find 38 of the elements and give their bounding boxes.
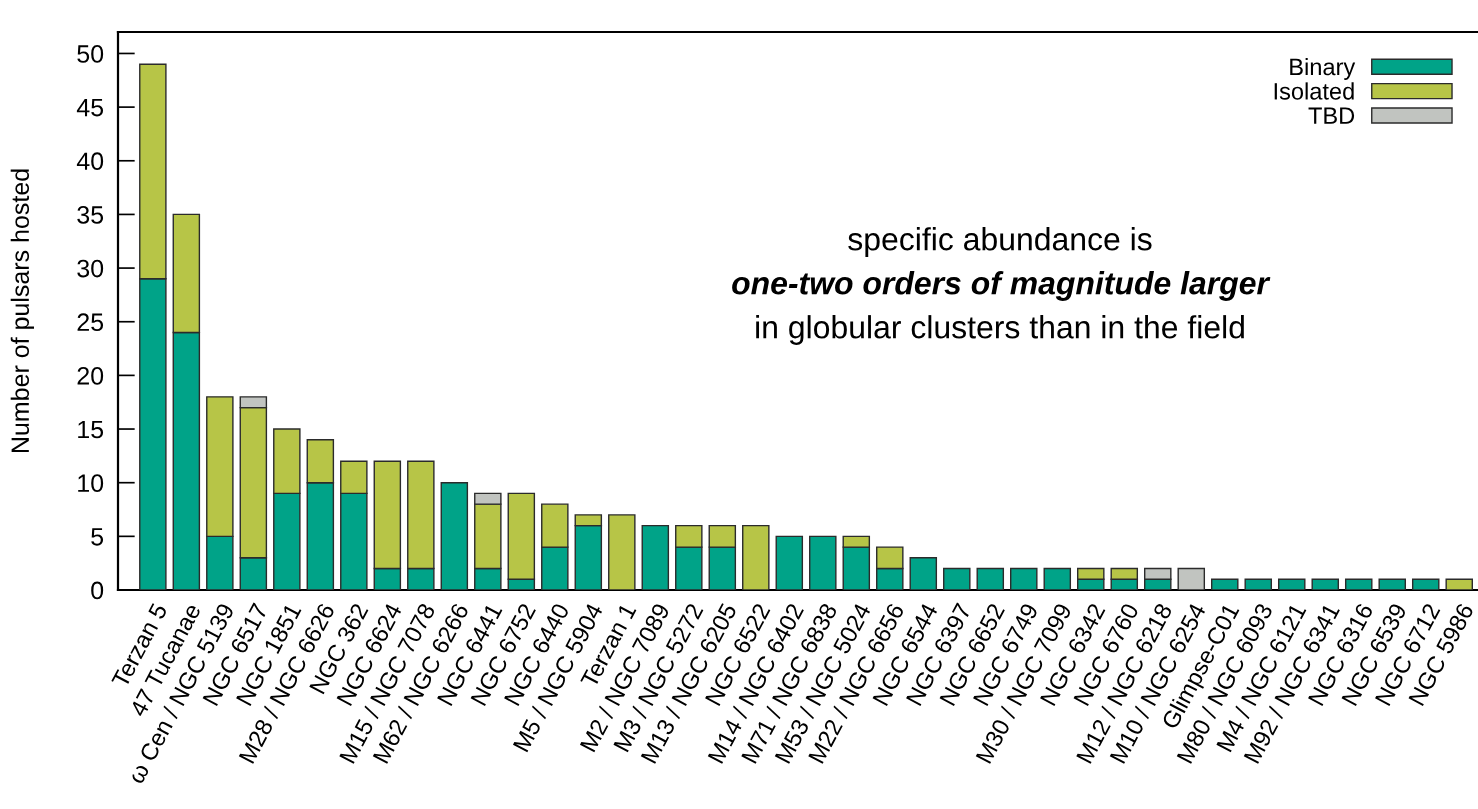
y-axis-title: Number of pulsars hosted bbox=[10, 169, 34, 453]
y-tick-label: 45 bbox=[76, 98, 104, 117]
annotation: in globular clusters than in the field bbox=[756, 315, 1244, 345]
annotation: specific abundance is bbox=[848, 227, 1152, 257]
annotation: one-two orders of magnitude larger bbox=[732, 271, 1271, 301]
bar bbox=[1411, 578, 1440, 590]
y-tick-label: 0 bbox=[91, 581, 104, 600]
y-tick-label: 40 bbox=[76, 152, 104, 171]
bar bbox=[1010, 567, 1038, 590]
legend-label: TBD bbox=[1308, 107, 1355, 124]
legend-label: Isolated bbox=[1274, 82, 1354, 100]
bar bbox=[909, 557, 938, 590]
y-tick-label: 25 bbox=[77, 313, 104, 332]
y-tick-label: 20 bbox=[77, 366, 104, 385]
bar bbox=[1210, 578, 1239, 590]
bar bbox=[1177, 567, 1206, 590]
bar bbox=[742, 524, 770, 590]
y-tick-label: 50 bbox=[77, 45, 104, 63]
bar bbox=[775, 535, 804, 590]
legend-label: Binary bbox=[1290, 57, 1356, 80]
bar bbox=[1344, 578, 1373, 590]
y-tick-label: 15 bbox=[78, 420, 104, 439]
y-tick-label: 30 bbox=[77, 259, 104, 278]
y-tick-label: 5 bbox=[91, 528, 104, 546]
bar bbox=[809, 535, 837, 590]
bar bbox=[1043, 567, 1072, 590]
bar bbox=[976, 567, 1005, 590]
bar bbox=[1277, 578, 1306, 590]
bar bbox=[440, 481, 469, 590]
bar bbox=[943, 567, 971, 590]
bar bbox=[1445, 578, 1474, 590]
bar bbox=[1244, 578, 1273, 590]
bar bbox=[1311, 578, 1340, 590]
y-tick-label: 35 bbox=[77, 206, 104, 224]
bar bbox=[1378, 578, 1407, 590]
y-tick-label: 10 bbox=[78, 474, 104, 492]
bar bbox=[641, 524, 670, 590]
bar bbox=[608, 514, 636, 590]
